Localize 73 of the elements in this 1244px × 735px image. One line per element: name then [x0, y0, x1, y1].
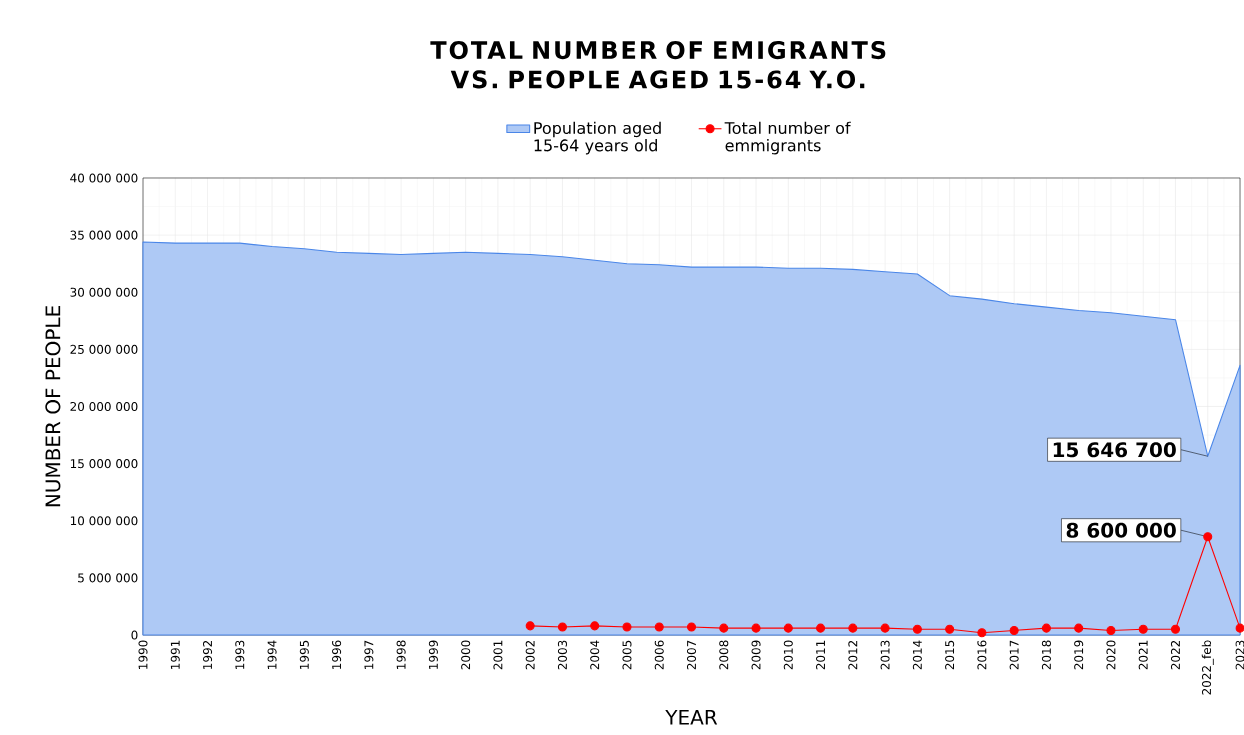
point: [751, 623, 761, 633]
point: [622, 622, 632, 632]
y-tick-label: 5 000 000: [78, 573, 138, 583]
x-tick-label: 1998: [396, 640, 406, 669]
point: [1106, 625, 1116, 635]
x-axis-title: YEAR: [665, 709, 718, 725]
point: [1138, 624, 1148, 634]
x-tick-label: 2014: [912, 640, 922, 670]
point: [783, 623, 793, 633]
x-tick-label: 2003: [557, 640, 567, 670]
x-tick-label: 2008: [719, 640, 729, 670]
x-tick-label: 1994: [267, 640, 277, 669]
x-tick-label: 2016: [977, 640, 987, 670]
point: [1074, 623, 1084, 633]
point: [654, 622, 664, 632]
point: [686, 622, 697, 632]
data-label: 15 646 700: [1053, 442, 1176, 458]
point: [977, 628, 987, 638]
x-tick-label: 2019: [1074, 640, 1084, 670]
y-tick-label: 35 000 000: [70, 230, 138, 240]
point: [1170, 624, 1181, 634]
data-label: 8 600 000: [1066, 522, 1176, 538]
point: [1009, 625, 1019, 635]
point: [1203, 532, 1213, 542]
x-tick-label: 2010: [783, 640, 793, 670]
y-tick-label: 0: [131, 630, 138, 640]
y-tick-label: 40 000 000: [70, 173, 138, 183]
point: [719, 623, 729, 633]
x-tick-label: 2000: [461, 640, 471, 670]
x-tick-label: 2009: [751, 640, 761, 670]
point: [816, 623, 826, 633]
x-tick-label: 1991: [170, 640, 180, 669]
x-tick-label: 1993: [235, 640, 245, 669]
x-tick-label: 2018: [1041, 640, 1051, 670]
x-tick-label: 2002: [525, 640, 535, 670]
x-tick-label: 2001: [493, 640, 503, 670]
x-tick-label: 1995: [299, 640, 309, 669]
x-tick-label: 2017: [1009, 640, 1019, 670]
point: [590, 621, 600, 631]
x-tick-label: 1992: [202, 640, 213, 669]
x-tick-label: 2022_feb: [1201, 640, 1214, 695]
x-tick-label: 2007: [686, 640, 697, 670]
x-tick-label: 2020: [1106, 640, 1116, 670]
x-tick-label: 2022: [1170, 640, 1181, 670]
y-axis-title: NUMBER OF PEOPLE: [45, 306, 61, 507]
x-tick-label: 1996: [332, 640, 342, 669]
y-tick-label: 25 000 000: [70, 344, 138, 354]
x-tick-label: 1997: [364, 640, 374, 669]
x-tick-label: 2005: [622, 640, 632, 670]
point: [525, 621, 535, 631]
y-tick-label: 10 000 000: [70, 516, 138, 526]
x-tick-label: 2013: [880, 640, 890, 670]
point: [880, 623, 890, 633]
x-tick-label: 2011: [816, 640, 826, 670]
x-tick-label: 1999: [428, 640, 438, 669]
point: [912, 624, 922, 634]
point: [1041, 623, 1051, 633]
x-tick-label: 2023: [1235, 640, 1244, 670]
y-tick-label: 15 000 000: [70, 459, 138, 469]
chart-title: TOTAL NUMBER OF EMIGRANTS VS. PEOPLE AGED 15-64 Y.O.: [430, 41, 886, 89]
point: [848, 623, 858, 633]
y-tick-label: 30 000 000: [70, 287, 138, 297]
x-tick-label: 2006: [654, 640, 664, 670]
x-tick-label: 2012: [848, 640, 858, 670]
point: [945, 624, 955, 634]
legend-label: Total number of emmigrants: [724, 121, 851, 155]
y-tick-label: 20 000 000: [70, 401, 138, 412]
x-tick-label: 2015: [945, 640, 955, 670]
x-tick-label: 1990: [138, 640, 148, 669]
x-tick-label: 2004: [590, 640, 600, 670]
point: [557, 622, 567, 632]
legend-label: Population aged 15-64 years old: [534, 121, 661, 155]
x-tick-label: 2021: [1138, 640, 1148, 670]
